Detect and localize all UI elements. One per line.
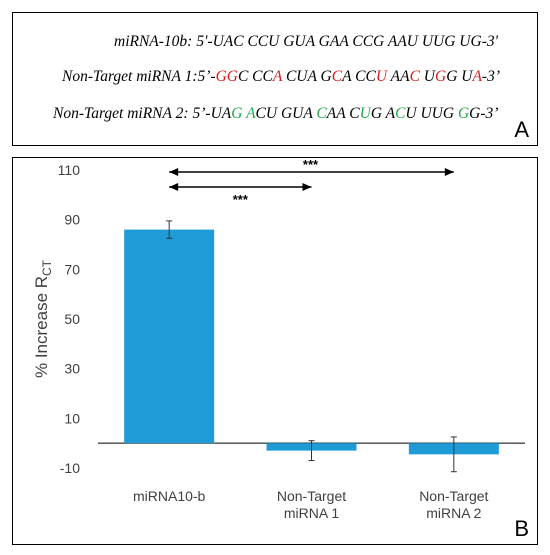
sequence-segment: 5’- (197, 68, 216, 85)
sequence-segment: G A (370, 105, 396, 122)
sequence-segment: U UUG (405, 105, 458, 122)
sequence-segment: CU GUA (255, 105, 317, 122)
panel-letter-b: B (514, 516, 529, 541)
panel-b: 110 90 70 50 30 10 -10 % Increase RCT miRNA10-b N… (12, 157, 538, 545)
y-tick-label: 90 (64, 212, 80, 228)
panel-a: miRNA-10b: 5'-UAC CCU GUA GAA CCG AAU UUG… (12, 12, 538, 146)
sequence-segment: U (419, 68, 435, 85)
highlighted-nucleotide: G (457, 105, 470, 122)
x-category-label: miRNA10-b (133, 488, 206, 504)
sequence-segment: CUA G (282, 68, 332, 85)
y-axis-label-subscript: CT (40, 259, 54, 276)
highlighted-nucleotide: C (409, 68, 420, 85)
highlighted-nucleotide: G (434, 68, 447, 85)
y-tick-label: 50 (64, 311, 80, 327)
highlighted-nucleotide: C (316, 105, 327, 122)
arrow-head (169, 183, 179, 191)
x-category-label: Non-Target (419, 488, 488, 504)
panel-letter-a: A (514, 117, 529, 142)
sequence-text: 5'-UAC CCU GUA GAA CCG AAU UUG UG-3' (196, 33, 498, 50)
sequence-segment: A CC (342, 68, 376, 85)
significance-label: *** (233, 192, 249, 207)
highlighted-nucleotide: U (375, 68, 388, 85)
highlighted-nucleotide: G (231, 105, 243, 122)
sequence-segment: AA C (326, 105, 360, 122)
highlighted-nucleotide: A (272, 68, 283, 85)
sequence-segment: 5'-UAC CCU GUA GAA CCG AAU UUG UG-3' (196, 33, 498, 50)
x-category-label: miRNA 2 (426, 505, 481, 521)
highlighted-nucleotide: A (472, 68, 482, 85)
sequence-segment: G U (446, 68, 473, 85)
y-tick-label: 70 (64, 261, 80, 277)
sequence-non-target-1: Non-Target miRNA 1:5’-GGC CCA CUA GCA CC… (62, 68, 500, 86)
sequence-segment: -3’ (481, 68, 500, 85)
bar-chart: 110 90 70 50 30 10 -10 % Increase RCT miRNA10-b N… (32, 158, 525, 521)
sequence-label: miRNA-10b: (114, 33, 193, 50)
sequence-segment: G-3’ (469, 105, 499, 122)
y-tick-label: 30 (64, 361, 80, 377)
y-tick-label: -10 (60, 460, 80, 476)
y-tick-label: 10 (64, 410, 80, 426)
y-tick-label: 110 (58, 162, 81, 178)
arrow-head (444, 168, 454, 176)
highlighted-nucleotide: U (359, 105, 371, 122)
sequence-mirna-10b: miRNA-10b: 5'-UAC CCU GUA GAA CCG AAU UUG… (114, 33, 498, 51)
sequence-segment: C CC (237, 68, 273, 85)
y-axis-label: % Increase RCT (32, 259, 54, 378)
highlighted-nucleotide: C (395, 105, 406, 122)
sequence-text: 5’-UAG ACU GUA CAA CUG ACU UUG GG-3’ (193, 105, 499, 122)
arrow-head (169, 168, 179, 176)
highlighted-nucleotide: A (246, 105, 256, 122)
bar (124, 229, 215, 444)
highlighted-nucleotide: C (331, 68, 343, 85)
sequence-segment: 5’-UA (192, 105, 232, 122)
sequence-non-target-2: Non-Target miRNA 2: 5’-UAG ACU GUA CAA CU… (53, 105, 498, 123)
x-category-label: Non-Target (277, 488, 346, 504)
highlighted-nucleotide: GG (215, 68, 238, 85)
sequence-text: 5’-GGC CCA CUA GCA CCU AAC UGG UA-3’ (198, 68, 501, 85)
arrow-head (302, 183, 312, 191)
sequence-segment: AA (387, 68, 410, 85)
significance-label: *** (303, 158, 319, 172)
sequence-label: Non-Target miRNA 2: (53, 105, 189, 122)
sequence-label: Non-Target miRNA 1: (62, 68, 198, 85)
x-category-label: miRNA 1 (284, 505, 339, 521)
